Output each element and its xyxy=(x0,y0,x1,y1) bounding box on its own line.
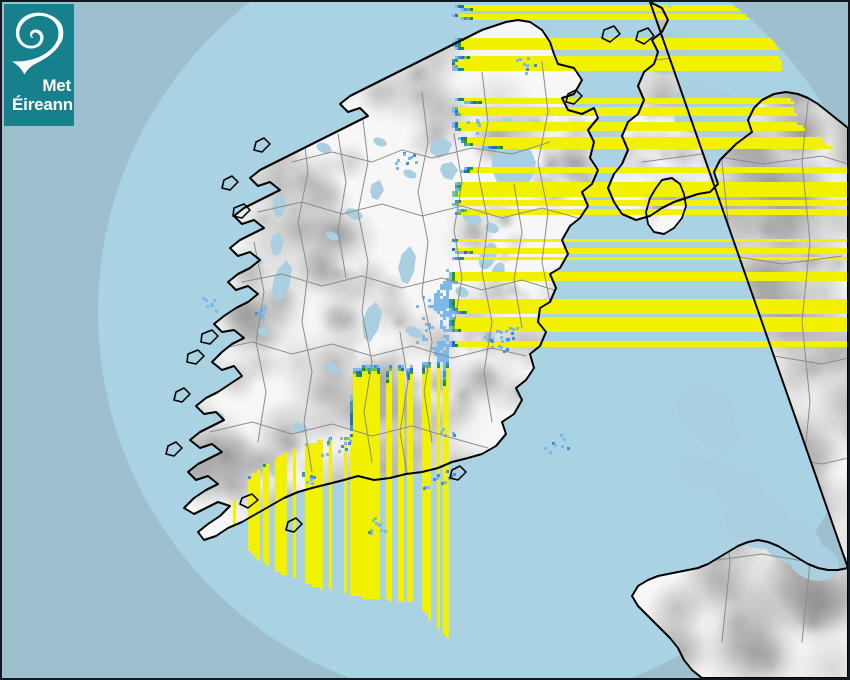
met-eireann-spiral-logo-icon xyxy=(12,12,64,75)
met-eireann-logo[interactable]: Met Éireann xyxy=(4,4,74,126)
met-eireann-wordmark: Met Éireann xyxy=(4,77,74,113)
logo-line-2: Éireann xyxy=(12,95,73,114)
logo-line-1: Met xyxy=(42,76,71,95)
